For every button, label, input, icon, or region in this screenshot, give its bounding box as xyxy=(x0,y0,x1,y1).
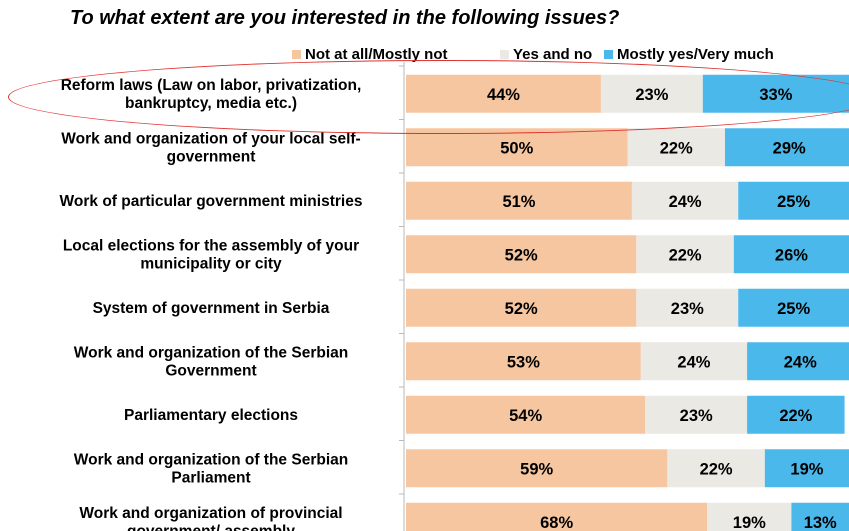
bar-segment-not-at-all xyxy=(406,128,628,167)
data-label: 23% xyxy=(671,300,704,318)
bar-segment-mostly-yes xyxy=(724,128,849,167)
bar-segment-mostly-yes xyxy=(791,502,849,531)
bar-segment-yes-and-no xyxy=(636,288,739,327)
bar-segment-mostly-yes xyxy=(733,235,849,274)
bar-segment-yes-and-no xyxy=(707,502,792,531)
data-label: 53% xyxy=(507,353,540,371)
data-label: 44% xyxy=(487,86,520,104)
data-label: 50% xyxy=(500,139,533,157)
bar-segment-not-at-all xyxy=(406,181,632,220)
data-label: 24% xyxy=(784,353,817,371)
data-label: 54% xyxy=(509,407,542,425)
bar-segment-yes-and-no xyxy=(640,342,748,381)
bar-segment-yes-and-no xyxy=(600,74,703,113)
category-label: Work and organization of provincialgover… xyxy=(79,505,342,531)
bar-segment-not-at-all xyxy=(406,74,601,113)
bar-segment-mostly-yes xyxy=(738,288,849,327)
data-label: 52% xyxy=(505,246,538,264)
data-label: 13% xyxy=(804,514,837,531)
data-label: 26% xyxy=(775,246,808,264)
bar-segment-yes-and-no xyxy=(645,395,748,434)
bar-segment-yes-and-no xyxy=(667,449,765,488)
data-label: 25% xyxy=(777,300,810,318)
data-label: 68% xyxy=(540,514,573,531)
bar-segment-not-at-all xyxy=(406,235,637,274)
bar-segment-not-at-all xyxy=(406,502,708,531)
data-label: 22% xyxy=(700,460,733,478)
bar-segment-yes-and-no xyxy=(631,181,739,220)
data-label: 19% xyxy=(790,460,823,478)
data-label: 59% xyxy=(520,460,553,478)
data-label: 24% xyxy=(677,353,710,371)
category-label: Work and organization of the Serbian Gove… xyxy=(74,344,348,379)
data-label: 52% xyxy=(505,300,538,318)
category-label: Work and organization of the Serbian Parl… xyxy=(74,451,348,486)
bar-segment-not-at-all xyxy=(406,395,646,434)
legend-item-yes-and-no: Yes and no xyxy=(500,44,592,64)
bar-segment-not-at-all xyxy=(406,449,668,488)
data-label: 23% xyxy=(680,407,713,425)
category-label: Work of particular government ministries xyxy=(60,193,363,210)
category-label: Work and organization of your local self… xyxy=(61,130,360,165)
bar-segment-mostly-yes xyxy=(764,449,849,488)
bar-segment-not-at-all xyxy=(406,342,641,381)
legend-swatch-icon xyxy=(292,49,301,59)
data-label: 23% xyxy=(635,86,668,104)
legend-swatch-icon xyxy=(604,49,613,59)
data-label: 29% xyxy=(773,139,806,157)
category-label: Reform laws (Law on labor, privatization… xyxy=(61,77,362,112)
legend-label: Yes and no xyxy=(513,45,593,63)
legend-item-not-at-all: Not at all/Mostly not xyxy=(292,44,448,64)
data-label: 19% xyxy=(733,514,766,531)
bar-segment-mostly-yes xyxy=(747,395,845,434)
data-label: 22% xyxy=(669,246,702,264)
bar-segment-yes-and-no xyxy=(627,128,725,167)
category-label: System of government in Serbia xyxy=(93,300,330,317)
category-label: Local elections for the assembly of your… xyxy=(63,237,359,272)
bar-segment-mostly-yes xyxy=(747,342,849,381)
bar-segment-yes-and-no xyxy=(636,235,734,274)
legend-label: Not at all/Mostly not xyxy=(305,45,448,63)
data-label: 22% xyxy=(779,407,812,425)
category-label: Parliamentary elections xyxy=(124,407,298,424)
chart-title: To what extent are you interested in the… xyxy=(70,7,620,29)
data-label: 22% xyxy=(660,139,693,157)
data-label: 25% xyxy=(777,193,810,211)
legend-label: Mostly yes/Very much xyxy=(617,45,774,63)
bar-segment-mostly-yes xyxy=(702,74,849,113)
bar-segment-not-at-all xyxy=(406,288,637,327)
data-label: 51% xyxy=(502,193,535,211)
legend-item-mostly-yes: Mostly yes/Very much xyxy=(604,44,774,64)
data-label: 24% xyxy=(669,193,702,211)
data-label: 33% xyxy=(759,86,792,104)
legend: Not at all/Mostly not Yes and no Mostly … xyxy=(0,44,849,64)
bar-segment-mostly-yes xyxy=(738,181,849,220)
legend-swatch-icon xyxy=(500,49,509,59)
